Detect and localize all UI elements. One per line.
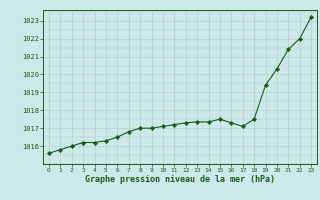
X-axis label: Graphe pression niveau de la mer (hPa): Graphe pression niveau de la mer (hPa) (85, 175, 275, 184)
